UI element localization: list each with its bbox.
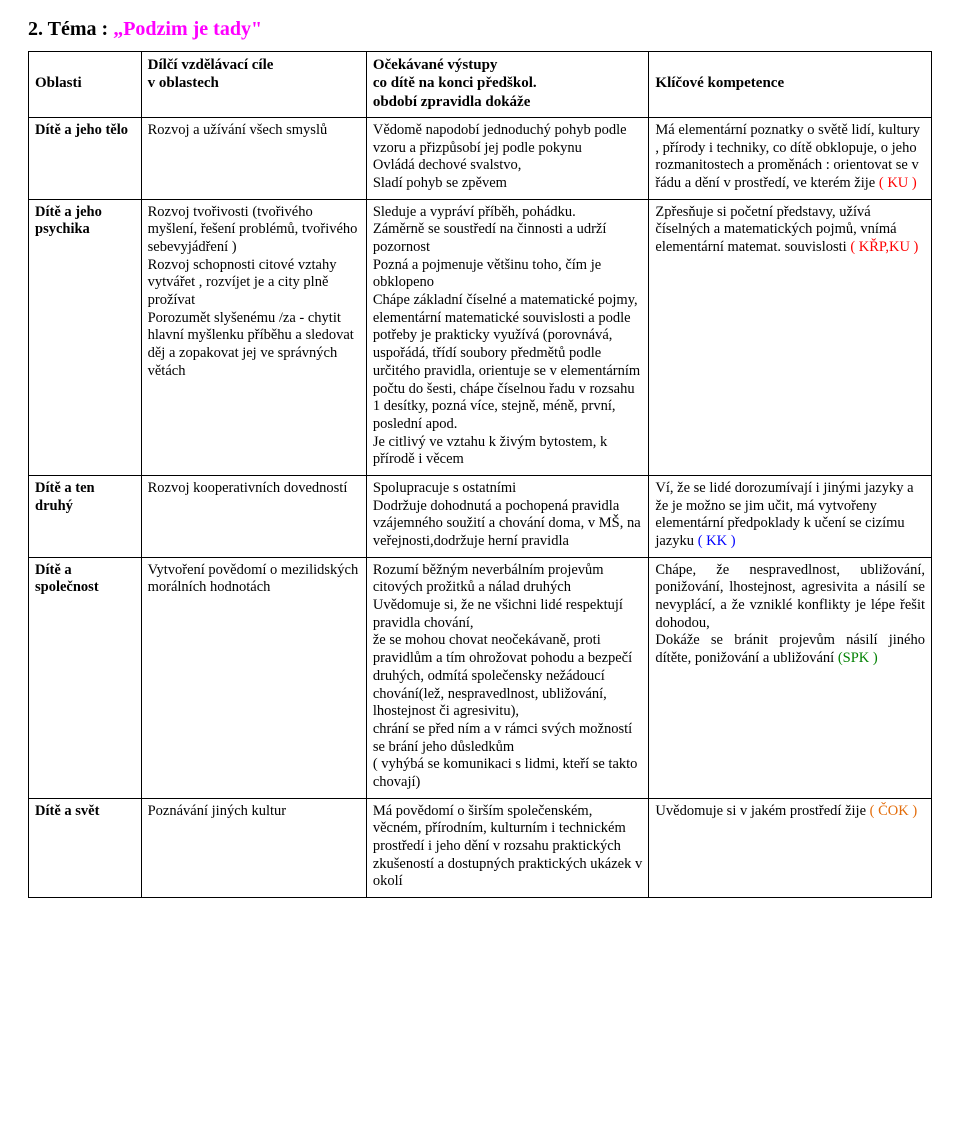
competence-code: ( KK ) [698,533,736,549]
table-row: Dítě a jeho psychikaRozvoj tvořivosti (t… [29,199,932,475]
table-row: Dítě a světPoznávání jiných kulturMá pov… [29,798,932,897]
cell-competences: Uvědomuje si v jakém prostředí žije ( ČO… [649,798,932,897]
header-competences: Klíčové kompetence [649,52,932,118]
cell-goals: Rozvoj tvořivosti (tvořivého myšlení, ře… [141,199,366,475]
row-label: Dítě a svět [29,798,142,897]
row-label: Dítě a jeho tělo [29,117,142,199]
title-prefix: 2. Téma : [28,18,108,40]
table-row: Dítě a jeho těloRozvoj a užívání všech s… [29,117,932,199]
row-label: Dítě a ten druhý [29,475,142,557]
cell-goals: Poznávání jiných kultur [141,798,366,897]
cell-competences: Chápe, že nespravedlnost, ubližování, po… [649,557,932,798]
row-label: Dítě a společnost [29,557,142,798]
table-header: Oblasti Dílčí vzdělávací cíle v oblastec… [29,52,932,118]
cell-outcomes: Má povědomí o širším společenském, věcné… [366,798,649,897]
curriculum-table: Oblasti Dílčí vzdělávací cíle v oblastec… [28,51,932,898]
cell-goals: Rozvoj kooperativních dovedností [141,475,366,557]
cell-outcomes: Rozumí běžným neverbálním projevům citov… [366,557,649,798]
page-title: 2. Téma : „Podzim je tady" [28,18,932,41]
row-label: Dítě a jeho psychika [29,199,142,475]
cell-outcomes: Spolupracuje s ostatnímiDodržuje dohodnu… [366,475,649,557]
header-goals: Dílčí vzdělávací cíle v oblastech [141,52,366,118]
table-row: Dítě a ten druhýRozvoj kooperativních do… [29,475,932,557]
title-name: „Podzim je tady" [113,18,262,40]
cell-goals: Rozvoj a užívání všech smyslů [141,117,366,199]
table-body: Dítě a jeho těloRozvoj a užívání všech s… [29,117,932,897]
table-row: Dítě a společnostVytvoření povědomí o me… [29,557,932,798]
cell-competences: Má elementární poznatky o světě lidí, ku… [649,117,932,199]
competence-code: ( KŘP,KU ) [850,239,918,255]
competence-code: ( KU ) [879,175,917,191]
cell-competences: Ví, že se lidé dorozumívají i jinými jaz… [649,475,932,557]
competence-code: (SPK ) [838,650,878,666]
header-outcomes: Očekávané výstupy co dítě na konci předš… [366,52,649,118]
cell-goals: Vytvoření povědomí o mezilidských moráln… [141,557,366,798]
cell-outcomes: Sleduje a vypráví příběh, pohádku.Záměrn… [366,199,649,475]
header-areas: Oblasti [29,52,142,118]
document-page: 2. Téma : „Podzim je tady" Oblasti Dílčí… [0,0,960,922]
competence-code: ( ČOK ) [870,803,918,819]
cell-outcomes: Vědomě napodobí jednoduchý pohyb podle v… [366,117,649,199]
cell-competences: Zpřesňuje si početní představy, užívá čí… [649,199,932,475]
